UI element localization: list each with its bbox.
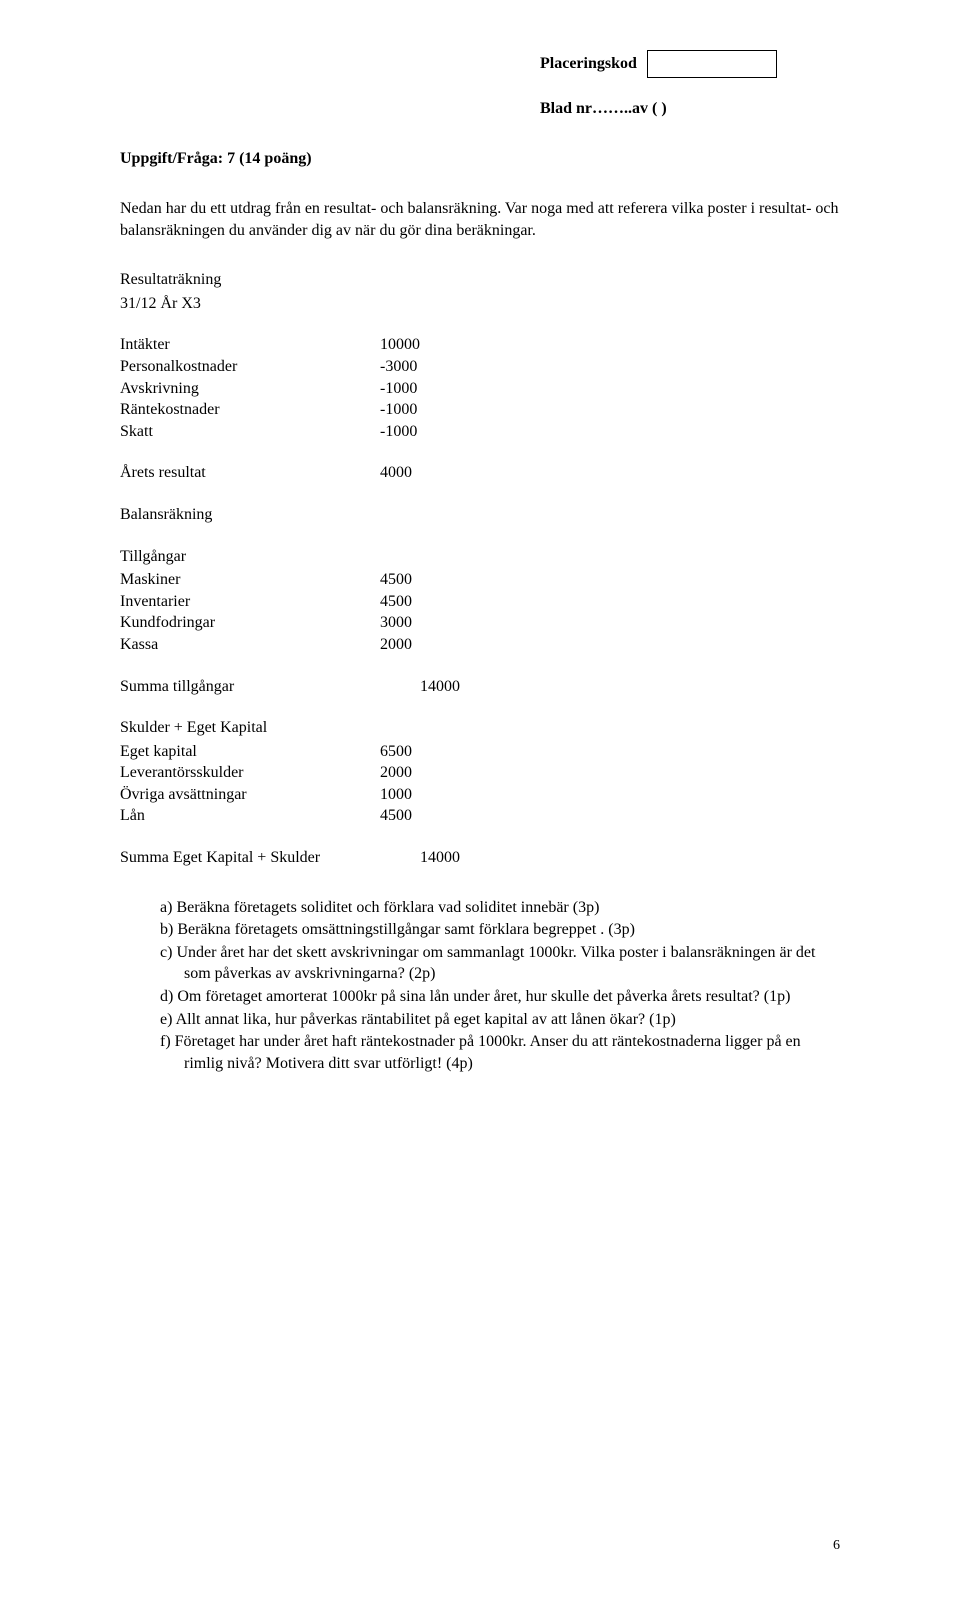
table-row: Årets resultat4000: [120, 462, 412, 484]
list-item: e) Allt annat lika, hur påverkas räntabi…: [160, 1009, 840, 1031]
row-label: Övriga avsättningar: [120, 784, 380, 806]
table-row: Maskiner4500: [120, 569, 412, 591]
question-text: Om företaget amorterat 1000kr på sina lå…: [177, 988, 790, 1005]
row-label: Kundfodringar: [120, 612, 380, 634]
row-value: -3000: [380, 356, 420, 378]
balans-heading: Balansräkning: [120, 504, 840, 526]
table-row: Personalkostnader-3000: [120, 356, 420, 378]
placement-code-label: Placeringskod: [540, 55, 637, 73]
table-row: Eget kapital6500: [120, 741, 412, 763]
tillgangar-heading: Tillgångar: [120, 546, 840, 568]
placement-code-row: Placeringskod: [540, 50, 777, 78]
tillgangar-table: Maskiner4500 Inventarier4500 Kundfodring…: [120, 569, 412, 655]
row-label: Lån: [120, 805, 380, 827]
row-value: 2000: [380, 762, 412, 784]
table-row: Lån4500: [120, 805, 412, 827]
question-letter: a): [160, 899, 172, 916]
list-item: c) Under året har det skett avskrivninga…: [160, 942, 840, 985]
row-label: Skatt: [120, 421, 380, 443]
table-row: Leverantörsskulder2000: [120, 762, 412, 784]
table-row: Intäkter10000: [120, 334, 420, 356]
question-letter: e): [160, 1011, 172, 1028]
table-row: Summa tillgångar14000: [120, 676, 460, 698]
row-value: 2000: [380, 634, 412, 656]
question-letter: c): [160, 944, 172, 961]
row-value: 4500: [380, 591, 412, 613]
placement-code-input-box[interactable]: [647, 50, 777, 78]
resultat-heading-2: 31/12 År X3: [120, 293, 840, 315]
summa-skulder-table: Summa Eget Kapital + Skulder14000: [120, 847, 460, 869]
row-label: Leverantörsskulder: [120, 762, 380, 784]
resultat-table: Intäkter10000 Personalkostnader-3000 Avs…: [120, 334, 420, 442]
row-label: Intäkter: [120, 334, 380, 356]
table-row: Inventarier4500: [120, 591, 412, 613]
question-text: Allt annat lika, hur påverkas räntabilit…: [176, 1011, 676, 1028]
table-row: Kundfodringar3000: [120, 612, 412, 634]
question-list: a) Beräkna företagets soliditet och förk…: [120, 897, 840, 1075]
question-letter: b): [160, 921, 173, 938]
row-label: Personalkostnader: [120, 356, 380, 378]
question-letter: f): [160, 1033, 171, 1050]
table-row: Avskrivning-1000: [120, 378, 420, 400]
row-label: Kassa: [120, 634, 380, 656]
row-value: 3000: [380, 612, 412, 634]
question-text: Företaget har under året haft räntekostn…: [175, 1033, 801, 1072]
skulder-heading: Skulder + Eget Kapital: [120, 717, 840, 739]
row-label: Summa tillgångar: [120, 676, 420, 698]
list-item: b) Beräkna företagets omsättningstillgån…: [160, 919, 840, 941]
question-text: Under året har det skett avskrivningar o…: [176, 944, 815, 983]
table-row: Räntekostnader-1000: [120, 399, 420, 421]
row-value: 14000: [420, 676, 460, 698]
resultat-heading-1: Resultaträkning: [120, 269, 840, 291]
row-label: Avskrivning: [120, 378, 380, 400]
row-value: 4500: [380, 805, 412, 827]
list-item: d) Om företaget amorterat 1000kr på sina…: [160, 986, 840, 1008]
list-item: f) Företaget har under året haft ränteko…: [160, 1031, 840, 1074]
question-title: Uppgift/Fråga: 7 (14 poäng): [120, 150, 840, 168]
row-value: 4500: [380, 569, 412, 591]
row-value: 10000: [380, 334, 420, 356]
question-text: Beräkna företagets soliditet och förklar…: [176, 899, 599, 916]
row-value: -1000: [380, 378, 420, 400]
row-value: -1000: [380, 399, 420, 421]
row-label: Summa Eget Kapital + Skulder: [120, 847, 420, 869]
skulder-table: Eget kapital6500 Leverantörsskulder2000 …: [120, 741, 412, 827]
table-row: Kassa2000: [120, 634, 412, 656]
question-text: Beräkna företagets omsättningstillgångar…: [177, 921, 635, 938]
row-label: Räntekostnader: [120, 399, 380, 421]
row-label: Maskiner: [120, 569, 380, 591]
row-value: 4000: [380, 462, 412, 484]
row-label: Inventarier: [120, 591, 380, 613]
sheet-number-row: Blad nr……..av ( ): [540, 100, 667, 118]
arets-resultat-table: Årets resultat4000: [120, 462, 412, 484]
row-value: 14000: [420, 847, 460, 869]
summa-tillgangar-table: Summa tillgångar14000: [120, 676, 460, 698]
row-label: Eget kapital: [120, 741, 380, 763]
table-row: Skatt-1000: [120, 421, 420, 443]
table-row: Övriga avsättningar1000: [120, 784, 412, 806]
list-item: a) Beräkna företagets soliditet och förk…: [160, 897, 840, 919]
page-number: 6: [833, 1538, 840, 1554]
row-label: Årets resultat: [120, 462, 380, 484]
row-value: -1000: [380, 421, 420, 443]
sheet-number-label: Blad nr……..av ( ): [540, 100, 667, 117]
row-value: 6500: [380, 741, 412, 763]
question-letter: d): [160, 988, 173, 1005]
table-row: Summa Eget Kapital + Skulder14000: [120, 847, 460, 869]
intro-paragraph: Nedan har du ett utdrag från en resultat…: [120, 198, 840, 241]
row-value: 1000: [380, 784, 412, 806]
